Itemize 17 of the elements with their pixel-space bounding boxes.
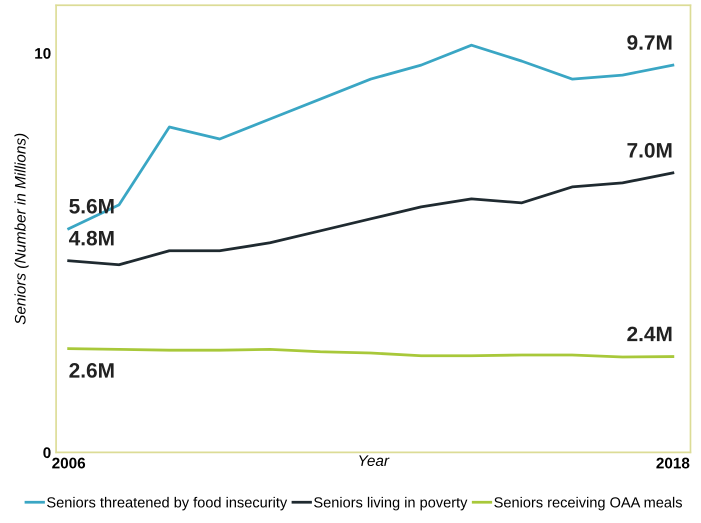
data-label: 2.4M [627, 326, 672, 342]
x-tick-label: 2018 [656, 458, 690, 468]
line-series [67, 347, 674, 358]
data-label: 7.0M [627, 142, 672, 158]
data-label: 2.6M [69, 363, 114, 378]
legend-label: Seniors threatened by food insecurity [47, 496, 288, 510]
x-tick-label: 2006 [52, 458, 86, 468]
line-series [67, 172, 674, 266]
y-axis-title: Seniors (Number in Millions) [14, 134, 29, 324]
y-tick-label: 10 [35, 48, 51, 59]
legend-label: Seniors living in poverty [314, 496, 468, 510]
data-label: 5.6M [69, 198, 114, 214]
x-axis-title: Year [359, 455, 390, 466]
y-tick-label: 0 [43, 447, 51, 458]
data-label: 4.8M [68, 230, 114, 246]
legend-label: Seniors receiving OAA meals [494, 496, 682, 510]
data-label: 9.7M [627, 35, 672, 50]
